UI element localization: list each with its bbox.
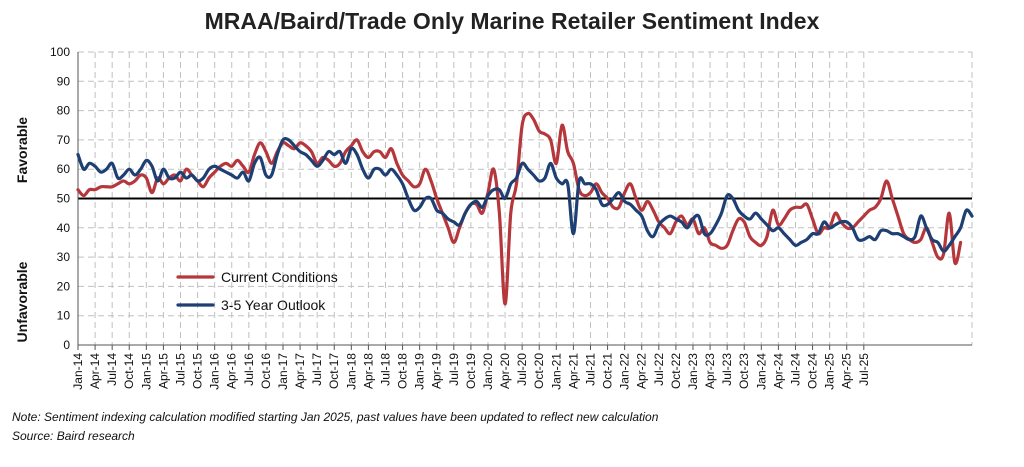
x-tick-label: Apr-24 xyxy=(771,353,785,389)
x-tick-label: Jul-17 xyxy=(310,353,324,386)
axis-label-layer: Favorable Unfavorable xyxy=(14,117,30,343)
series-layer xyxy=(76,111,974,306)
legend: Current Conditions 3-5 Year Outlook xyxy=(176,269,338,313)
x-tick-label: Oct-18 xyxy=(396,353,410,389)
chart-title: MRAA/Baird/Trade Only Marine Retailer Se… xyxy=(204,8,820,34)
legend-label-3-5-year-outlook: 3-5 Year Outlook xyxy=(221,297,326,313)
x-tick-label: Jan-18 xyxy=(344,353,358,390)
x-tick-label: Jul-16 xyxy=(242,353,256,386)
x-tick-label: Oct-22 xyxy=(669,353,683,389)
x-tick-label: Apr-18 xyxy=(361,353,375,389)
footnote: Note: Sentiment indexing calculation mod… xyxy=(12,410,659,424)
y-tick-label: 20 xyxy=(57,279,71,293)
x-tick-label: Jul-25 xyxy=(857,353,871,386)
x-tick-label: Apr-14 xyxy=(88,353,102,389)
y-label-favorable: Favorable xyxy=(14,117,30,183)
y-tick-label: 70 xyxy=(57,133,71,147)
x-tick-label: Apr-22 xyxy=(635,353,649,389)
x-tick-label: Jan-15 xyxy=(139,353,153,390)
x-tick-label: Jul-15 xyxy=(173,353,187,386)
x-tick-label: Jan-16 xyxy=(208,353,222,390)
x-tick-label: Jan-20 xyxy=(481,353,495,390)
series-line-3-5-year-outlook xyxy=(76,136,974,253)
x-tick-label: Apr-25 xyxy=(840,353,854,389)
y-tick-label: 10 xyxy=(57,309,71,323)
x-tick-label: Oct-20 xyxy=(532,353,546,389)
y-tick-label: 40 xyxy=(57,221,71,235)
x-tick-label: Apr-17 xyxy=(293,353,307,389)
x-tick-label: Jan-14 xyxy=(71,353,85,390)
legend-label-current-conditions: Current Conditions xyxy=(221,269,338,285)
y-tick-label: 50 xyxy=(57,192,71,206)
y-tick-label: 100 xyxy=(50,45,70,59)
x-tick-label: Jul-14 xyxy=(105,353,119,386)
x-tick-label: Oct-14 xyxy=(122,353,136,389)
axis-layer xyxy=(77,52,972,350)
x-tick-label: Oct-23 xyxy=(737,353,751,389)
x-tick-label: Jan-23 xyxy=(686,353,700,390)
x-tick-label: Oct-21 xyxy=(601,353,615,389)
x-tick-label: Oct-19 xyxy=(464,353,478,389)
x-tick-label: Oct-16 xyxy=(259,353,273,389)
x-tick-label: Apr-19 xyxy=(430,353,444,389)
y-label-unfavorable: Unfavorable xyxy=(14,261,30,342)
x-tick-label: Apr-16 xyxy=(225,353,239,389)
y-tick-label: 0 xyxy=(63,338,70,352)
x-tick-label: Jul-24 xyxy=(788,353,802,386)
source-note: Source: Baird research xyxy=(12,429,135,443)
y-tick-label: 60 xyxy=(57,162,71,176)
x-tick-label: Jul-18 xyxy=(378,353,392,386)
y-tick-label: 30 xyxy=(57,250,71,264)
x-tick-label: Oct-24 xyxy=(806,353,820,389)
x-tick-label: Oct-15 xyxy=(191,353,205,389)
x-tick-label: Jul-20 xyxy=(515,353,529,386)
x-tick-label: Jan-21 xyxy=(549,353,563,390)
x-tick-label: Jul-19 xyxy=(447,353,461,386)
x-tick-label: Apr-20 xyxy=(498,353,512,389)
x-tick-label: Jan-17 xyxy=(276,353,290,390)
tick-label-layer: 0 10 20 30 40 50 60 70 80 90 100 Jan-14 Apr-14 Jul-14… xyxy=(50,45,871,390)
x-tick-label: Apr-15 xyxy=(156,353,170,389)
series-line-current-conditions xyxy=(76,111,963,306)
x-tick-label: Jul-22 xyxy=(652,353,666,386)
x-tick-label: Jul-23 xyxy=(720,353,734,386)
x-tick-label: Jan-22 xyxy=(618,353,632,390)
x-tick-label: Jan-25 xyxy=(823,353,837,390)
x-tick-label: Apr-23 xyxy=(703,353,717,389)
x-tick-label: Jan-24 xyxy=(754,353,768,390)
x-tick-label: Oct-17 xyxy=(327,353,341,389)
y-tick-label: 80 xyxy=(57,104,71,118)
y-tick-label: 90 xyxy=(57,74,71,88)
x-tick-label: Jan-19 xyxy=(413,353,427,390)
x-tick-label: Apr-21 xyxy=(566,353,580,389)
x-tick-label: Jul-21 xyxy=(583,353,597,386)
